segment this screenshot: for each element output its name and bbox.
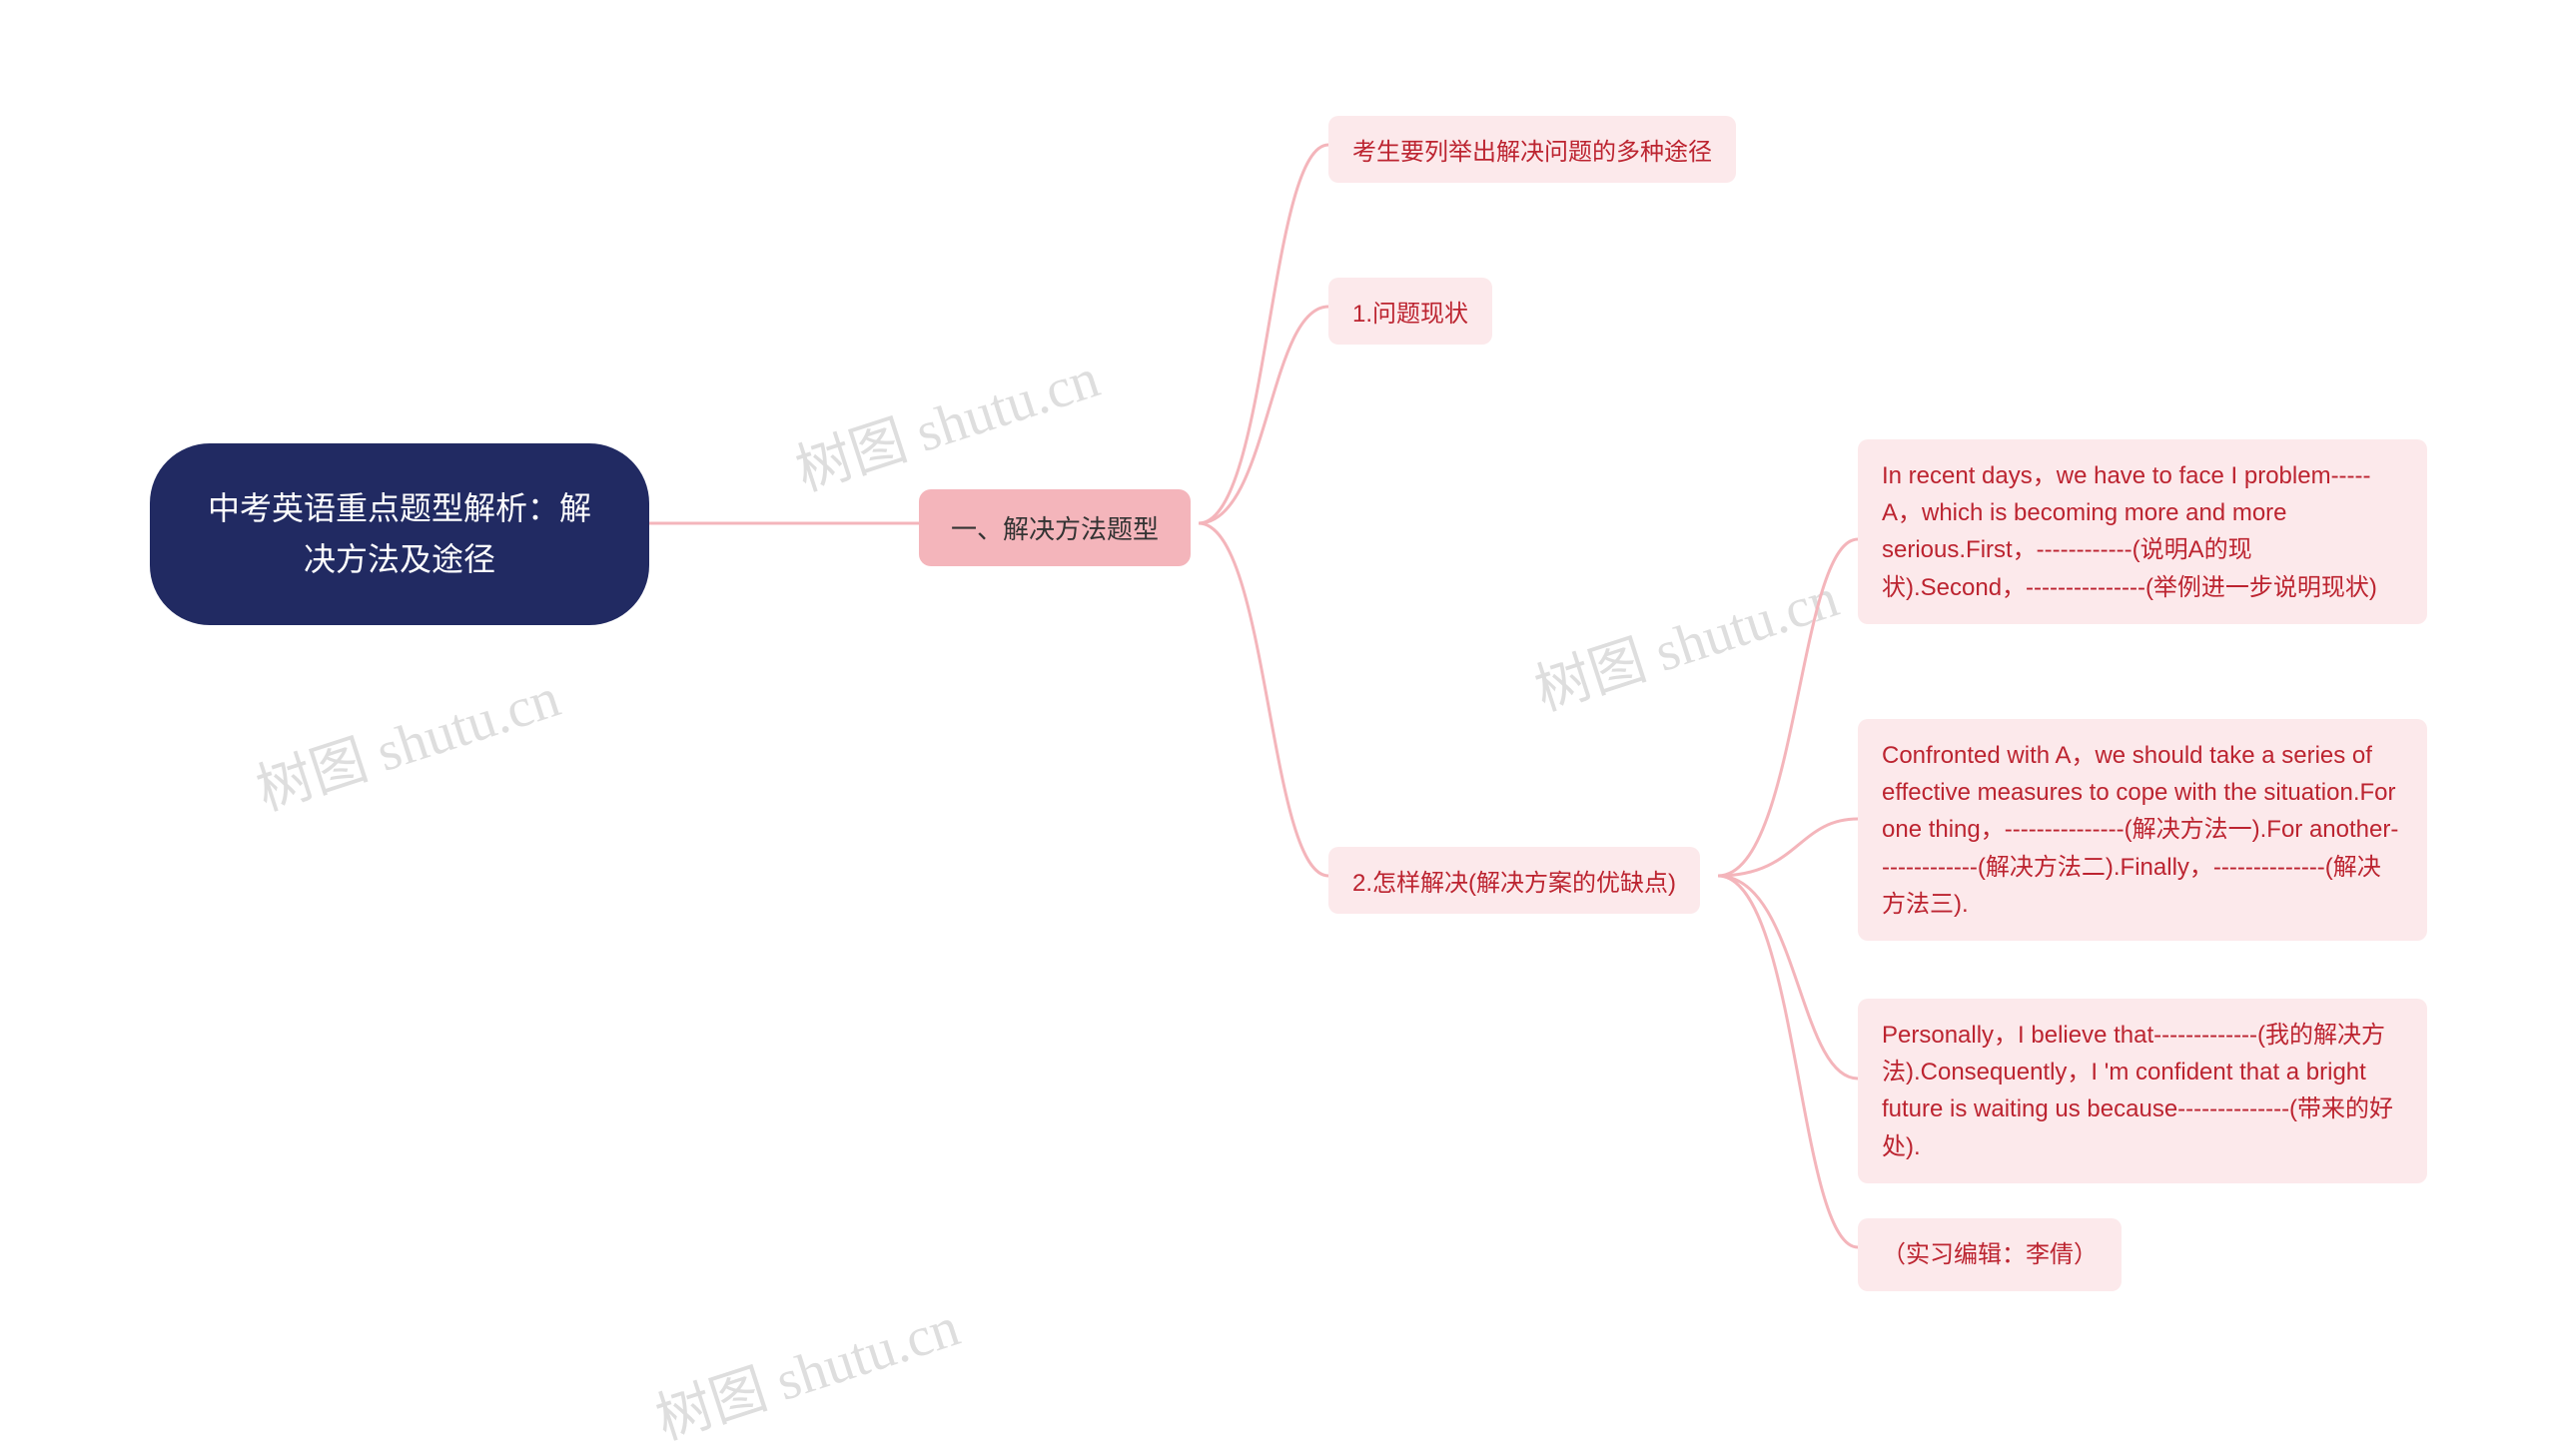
watermark: 树图 shutu.cn: [245, 652, 568, 826]
root-label: 中考英语重点题型解析：解决方法及途径: [200, 483, 599, 585]
mindmap-leaf[interactable]: In recent days，we have to face I problem…: [1858, 439, 2427, 624]
mindmap-leaf[interactable]: Confronted with A，we should take a serie…: [1858, 719, 2427, 941]
leaf-label: Personally，I believe that-------------(我…: [1882, 1017, 2403, 1165]
watermark: 树图 shutu.cn: [1523, 552, 1847, 726]
mindmap-branch-1[interactable]: 一、解决方法题型: [919, 489, 1191, 566]
mindmap-leaf[interactable]: Personally，I believe that-------------(我…: [1858, 999, 2427, 1183]
leaf-label: In recent days，we have to face I problem…: [1882, 457, 2403, 606]
mindmap-leaf[interactable]: 2.怎样解决(解决方案的优缺点): [1328, 847, 1700, 914]
leaf-label: Confronted with A，we should take a serie…: [1882, 737, 2403, 923]
branch-label: 一、解决方法题型: [951, 509, 1159, 546]
mindmap-leaf[interactable]: 1.问题现状: [1328, 278, 1492, 345]
leaf-label: 2.怎样解决(解决方案的优缺点): [1352, 863, 1676, 898]
leaf-label: 1.问题现状: [1352, 294, 1468, 329]
watermark: 树图 shutu.cn: [644, 1281, 968, 1455]
mindmap-root[interactable]: 中考英语重点题型解析：解决方法及途径: [150, 443, 649, 625]
leaf-label: （实习编辑：李倩）: [1882, 1236, 2098, 1273]
mindmap-leaf[interactable]: （实习编辑：李倩）: [1858, 1218, 2122, 1291]
leaf-label: 考生要列举出解决问题的多种途径: [1352, 132, 1712, 167]
watermark: 树图 shutu.cn: [784, 333, 1108, 506]
mindmap-leaf[interactable]: 考生要列举出解决问题的多种途径: [1328, 116, 1736, 183]
